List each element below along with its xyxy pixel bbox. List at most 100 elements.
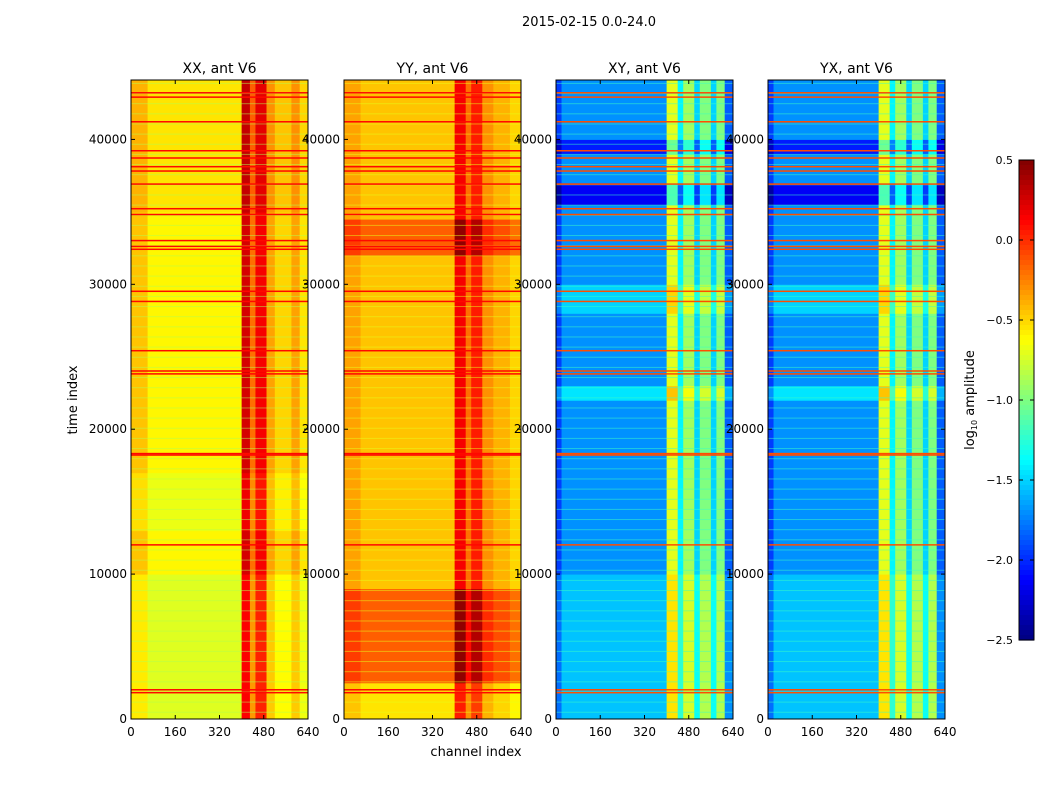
heatmap-row-stripe <box>768 498 945 500</box>
heatmap-row-stripe <box>131 143 308 145</box>
flagged-row <box>344 96 521 98</box>
heatmap-cell <box>724 153 734 184</box>
heatmap-cell <box>241 211 251 474</box>
colorbar-swatch <box>1019 510 1034 516</box>
heatmap-cell <box>906 385 913 401</box>
heatmap-cell <box>922 313 929 387</box>
colorbar-swatch <box>1019 440 1034 446</box>
colorbar-swatch <box>1019 500 1034 506</box>
heatmap-row-stripe <box>131 295 308 297</box>
heatmap-row-stripe <box>768 478 945 480</box>
heatmap-row-stripe <box>556 295 733 297</box>
heatmap-cell <box>666 80 679 140</box>
heatmap-row-stripe <box>556 346 733 348</box>
heatmap-cell <box>482 588 494 684</box>
heatmap-row-stripe <box>131 133 308 135</box>
flagged-row <box>344 121 521 123</box>
heatmap-row-stripe <box>768 336 945 338</box>
x-tick-label: 640 <box>297 725 320 739</box>
heatmap-cell <box>699 313 712 387</box>
colorbar-swatch <box>1019 465 1034 471</box>
heatmap-cell <box>241 472 251 532</box>
colorbar-swatch <box>1019 520 1034 526</box>
colorbar-swatch <box>1019 350 1034 356</box>
heatmap-cell <box>936 313 946 387</box>
heatmap-cell <box>666 139 679 155</box>
heatmap-row-stripe <box>131 701 308 703</box>
flagged-row <box>131 165 308 168</box>
flagged-row <box>344 150 521 152</box>
heatmap-row-stripe <box>556 113 733 115</box>
heatmap-row-stripe <box>344 174 521 176</box>
heatmap-row-stripe <box>556 427 733 429</box>
heatmap-cell <box>147 530 243 575</box>
colorbar-tick-label: −1.0 <box>986 394 1013 407</box>
heatmap-row-stripe <box>556 275 733 277</box>
colorbar-swatch <box>1019 335 1034 341</box>
heatmap-row-stripe <box>768 620 945 622</box>
heatmap-row-stripe <box>556 640 733 642</box>
heatmap-cell <box>465 588 472 684</box>
heatmap-cell <box>454 255 467 590</box>
heatmap-cell <box>291 574 301 720</box>
colorbar-swatch <box>1019 250 1034 256</box>
heatmap-row-stripe <box>768 123 945 125</box>
panel-0: XX, ant V6 0 160 320 480 640 0 10000 20000 30000 4… <box>89 61 320 739</box>
x-tick-label: 0 <box>127 725 135 739</box>
heatmap-row-stripe <box>556 316 733 318</box>
heatmap-row-stripe <box>768 681 945 683</box>
heatmap-cell <box>482 219 494 256</box>
heatmap-cell <box>291 472 301 532</box>
heatmap-row-stripe <box>768 590 945 592</box>
heatmap-row-stripe <box>131 681 308 683</box>
heatmap-cell <box>454 588 467 684</box>
heatmap-row-stripe <box>131 194 308 196</box>
heatmap-cell <box>922 284 929 314</box>
heatmap-cell <box>906 182 913 206</box>
heatmap-row-stripe <box>344 316 521 318</box>
y-tick-label: 40000 <box>514 132 552 146</box>
heatmap-cell <box>889 313 896 387</box>
panel-title: XY, ant V6 <box>608 61 681 77</box>
flagged-row <box>344 689 521 691</box>
colorbar-swatch <box>1019 360 1034 366</box>
heatmap-cell <box>895 80 907 140</box>
colorbar-swatch <box>1019 190 1034 196</box>
heatmap-cell <box>561 400 668 575</box>
flagged-row <box>131 452 308 455</box>
x-tick-label: 320 <box>208 725 231 739</box>
heatmap-cell <box>556 182 563 206</box>
colorbar-swatch <box>1019 410 1034 416</box>
heatmap-row-stripe <box>344 143 521 145</box>
colorbar-swatch <box>1019 255 1034 261</box>
heatmap-cell <box>699 139 712 155</box>
heatmap-row-stripe <box>344 579 521 581</box>
colorbar-swatch <box>1019 400 1034 406</box>
heatmap-cell <box>768 139 775 155</box>
heatmap-cell <box>922 153 929 184</box>
flagged-row <box>556 300 733 303</box>
heatmap-row-stripe <box>131 478 308 480</box>
heatmap-cell <box>299 211 309 474</box>
heatmap-cell <box>895 204 907 285</box>
flagged-row <box>556 170 733 172</box>
heatmap-cell <box>928 284 938 314</box>
heatmap-cell <box>773 139 880 155</box>
y-tick-label: 10000 <box>726 567 764 581</box>
heatmap-cell <box>889 80 896 140</box>
heatmap-cell <box>928 385 938 401</box>
heatmap-cell <box>465 80 472 220</box>
heatmap-row-stripe <box>344 224 521 226</box>
heatmap-row-stripe <box>131 590 308 592</box>
heatmap-cell <box>928 204 938 285</box>
colorbar-tick-label: 0.5 <box>996 154 1014 167</box>
heatmap-row-stripe <box>556 559 733 561</box>
heatmap-row-stripe <box>556 661 733 663</box>
heatmap-row-stripe <box>768 448 945 450</box>
heatmap-cell <box>889 385 896 401</box>
colorbar-swatch <box>1019 485 1034 491</box>
heatmap-cell <box>241 574 251 720</box>
heatmap-cell <box>360 682 456 720</box>
heatmap-cell <box>493 80 511 220</box>
y-tick-label: 0 <box>544 712 552 726</box>
